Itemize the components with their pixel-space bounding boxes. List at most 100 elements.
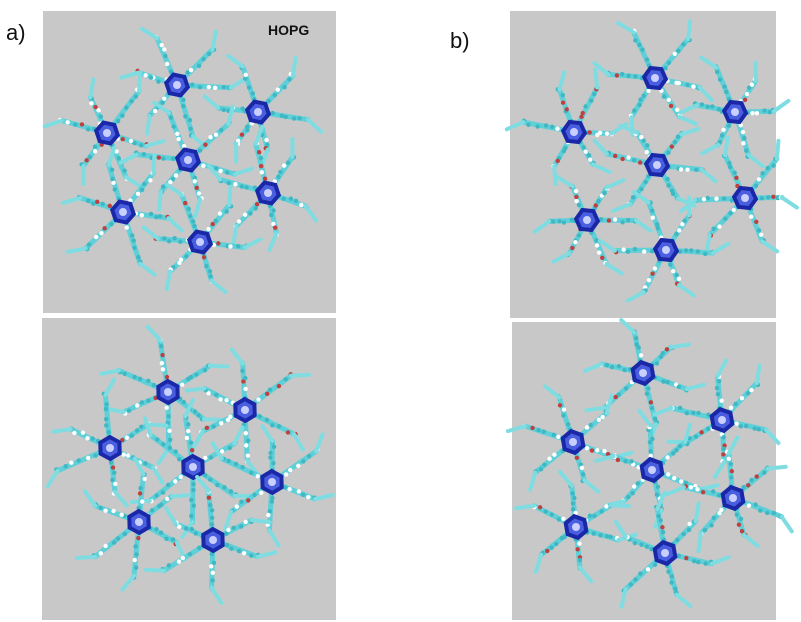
- atom: [160, 353, 164, 357]
- atom: [636, 481, 640, 485]
- atom: [171, 156, 175, 160]
- atom: [556, 159, 560, 163]
- side-chain: [782, 198, 797, 208]
- atom: [721, 447, 725, 451]
- atom: [86, 456, 90, 460]
- atom: [642, 249, 646, 253]
- atom: [721, 128, 725, 132]
- atom: [704, 561, 708, 565]
- atom: [277, 384, 281, 388]
- atom: [181, 556, 185, 560]
- atom: [184, 254, 188, 258]
- atom: [224, 398, 228, 402]
- atom: [550, 125, 554, 129]
- atom: [762, 471, 766, 475]
- atom: [749, 388, 753, 392]
- side-chain: [146, 570, 164, 571]
- atom: [753, 502, 757, 506]
- atom: [645, 57, 649, 61]
- core-centre: [184, 156, 192, 164]
- atom: [242, 551, 246, 555]
- atom: [590, 448, 594, 452]
- atom: [165, 406, 169, 410]
- atom: [535, 124, 539, 128]
- atom: [650, 406, 654, 410]
- atom: [605, 131, 609, 135]
- atom: [666, 183, 670, 187]
- atom: [89, 101, 93, 105]
- atom: [561, 413, 565, 417]
- atom: [613, 217, 617, 221]
- atom: [727, 123, 731, 127]
- atom: [299, 203, 303, 207]
- core-centre: [648, 466, 656, 474]
- atom: [188, 118, 192, 122]
- side-chain: [586, 408, 604, 410]
- atom: [717, 493, 721, 497]
- atom: [270, 499, 274, 503]
- atom: [187, 207, 191, 211]
- atom: [182, 400, 186, 404]
- atom: [123, 532, 127, 536]
- atom: [685, 167, 689, 171]
- atom: [598, 131, 602, 135]
- atom: [673, 52, 677, 56]
- atom: [64, 464, 68, 468]
- atom: [225, 170, 229, 174]
- atom: [572, 496, 576, 500]
- atom: [183, 114, 187, 118]
- atom: [643, 180, 647, 184]
- atom: [229, 489, 233, 493]
- side-chain: [153, 155, 154, 173]
- atom: [662, 94, 666, 98]
- atom: [648, 449, 652, 453]
- atom: [727, 457, 731, 461]
- atom: [560, 536, 564, 540]
- atom: [110, 478, 114, 482]
- atom: [649, 400, 653, 404]
- atom: [712, 516, 716, 520]
- atom: [240, 184, 244, 188]
- side-chain: [595, 70, 597, 88]
- atom: [138, 377, 142, 381]
- atom: [760, 171, 764, 175]
- atom: [191, 482, 195, 486]
- side-chain: [611, 505, 629, 506]
- atom: [557, 219, 561, 223]
- atom: [156, 79, 160, 83]
- atom: [244, 431, 248, 435]
- atom: [159, 503, 163, 507]
- atom: [710, 104, 714, 108]
- atom: [270, 423, 274, 427]
- atom: [266, 99, 270, 103]
- atom: [103, 544, 107, 548]
- atom: [171, 537, 175, 541]
- atom: [701, 490, 705, 494]
- atom: [717, 379, 721, 383]
- atom: [665, 347, 669, 351]
- atom: [605, 363, 609, 367]
- atom: [629, 459, 633, 463]
- atom: [669, 580, 673, 584]
- atom: [526, 123, 530, 127]
- atom: [195, 186, 199, 190]
- atom: [639, 353, 643, 357]
- atom: [741, 141, 745, 145]
- atom: [675, 108, 679, 112]
- atom: [749, 214, 753, 218]
- atom: [136, 192, 140, 196]
- atom: [248, 211, 252, 215]
- atom: [104, 407, 108, 411]
- substrate-label: HOPG: [268, 22, 309, 38]
- atom: [125, 225, 129, 229]
- atom: [81, 430, 85, 434]
- atom: [208, 269, 212, 273]
- atom: [246, 438, 250, 442]
- atom: [673, 140, 677, 144]
- atom: [580, 466, 584, 470]
- atom: [134, 94, 138, 98]
- atom: [739, 424, 743, 428]
- atom: [162, 96, 166, 100]
- atom: [162, 47, 166, 51]
- atom: [209, 455, 213, 459]
